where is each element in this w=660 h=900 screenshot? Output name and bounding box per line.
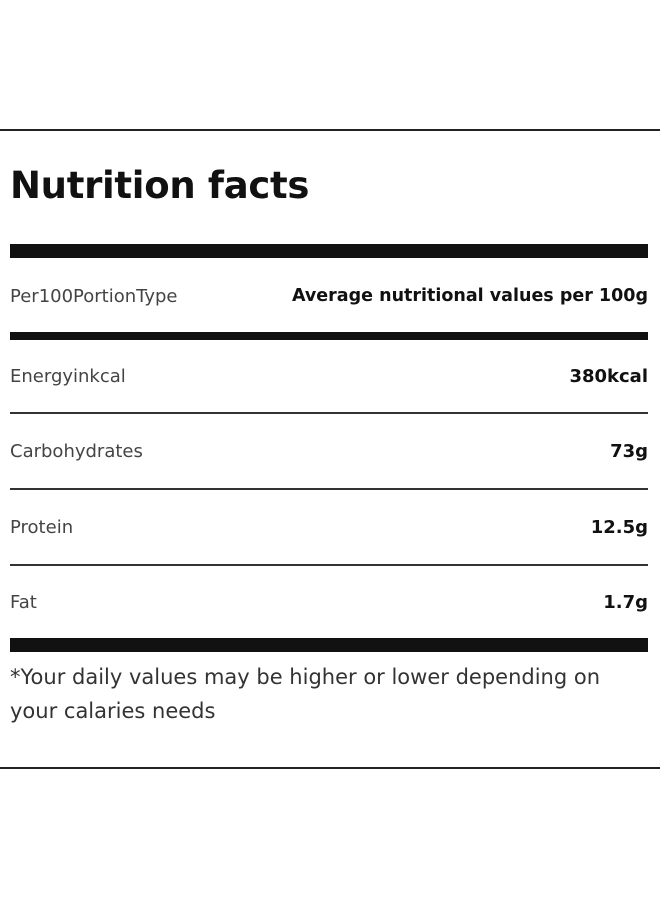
- nutrient-label: Carbohydrates: [10, 440, 143, 462]
- daily-values-footnote: *Your daily values may be higher or lowe…: [10, 665, 601, 723]
- portion-type-label: Per100PortionType: [10, 285, 178, 307]
- nutrient-label: Protein: [10, 516, 74, 538]
- portion-type-value: Average nutritional values per 100g: [291, 286, 648, 306]
- nutrient-value: 1.7g: [603, 591, 648, 613]
- nutrient-label: Fat: [10, 591, 37, 613]
- row-divider: [10, 564, 648, 566]
- nutrient-value: 380kcal: [569, 365, 648, 387]
- nutrition-facts-title: Nutrition facts: [10, 164, 310, 207]
- thick-divider-top: [10, 244, 648, 258]
- top-border: [0, 129, 660, 131]
- bottom-border: [0, 767, 660, 769]
- nutrient-value: 73g: [610, 440, 648, 462]
- portion-header-row: Per100PortionType Average nutritional va…: [10, 276, 648, 316]
- row-divider: [10, 488, 648, 490]
- thick-divider-header: [10, 332, 648, 340]
- nutrient-value: 12.5g: [590, 516, 648, 538]
- thick-divider-bottom: [10, 638, 648, 652]
- nutrient-row-energy: Energyinkcal 380kcal: [10, 356, 648, 396]
- nutrient-row-protein: Protein 12.5g: [10, 507, 648, 547]
- nutrient-row-carbohydrates: Carbohydrates 73g: [10, 431, 648, 471]
- nutrient-row-fat: Fat 1.7g: [10, 582, 648, 622]
- row-divider: [10, 412, 648, 414]
- nutrient-label: Energyinkcal: [10, 365, 126, 387]
